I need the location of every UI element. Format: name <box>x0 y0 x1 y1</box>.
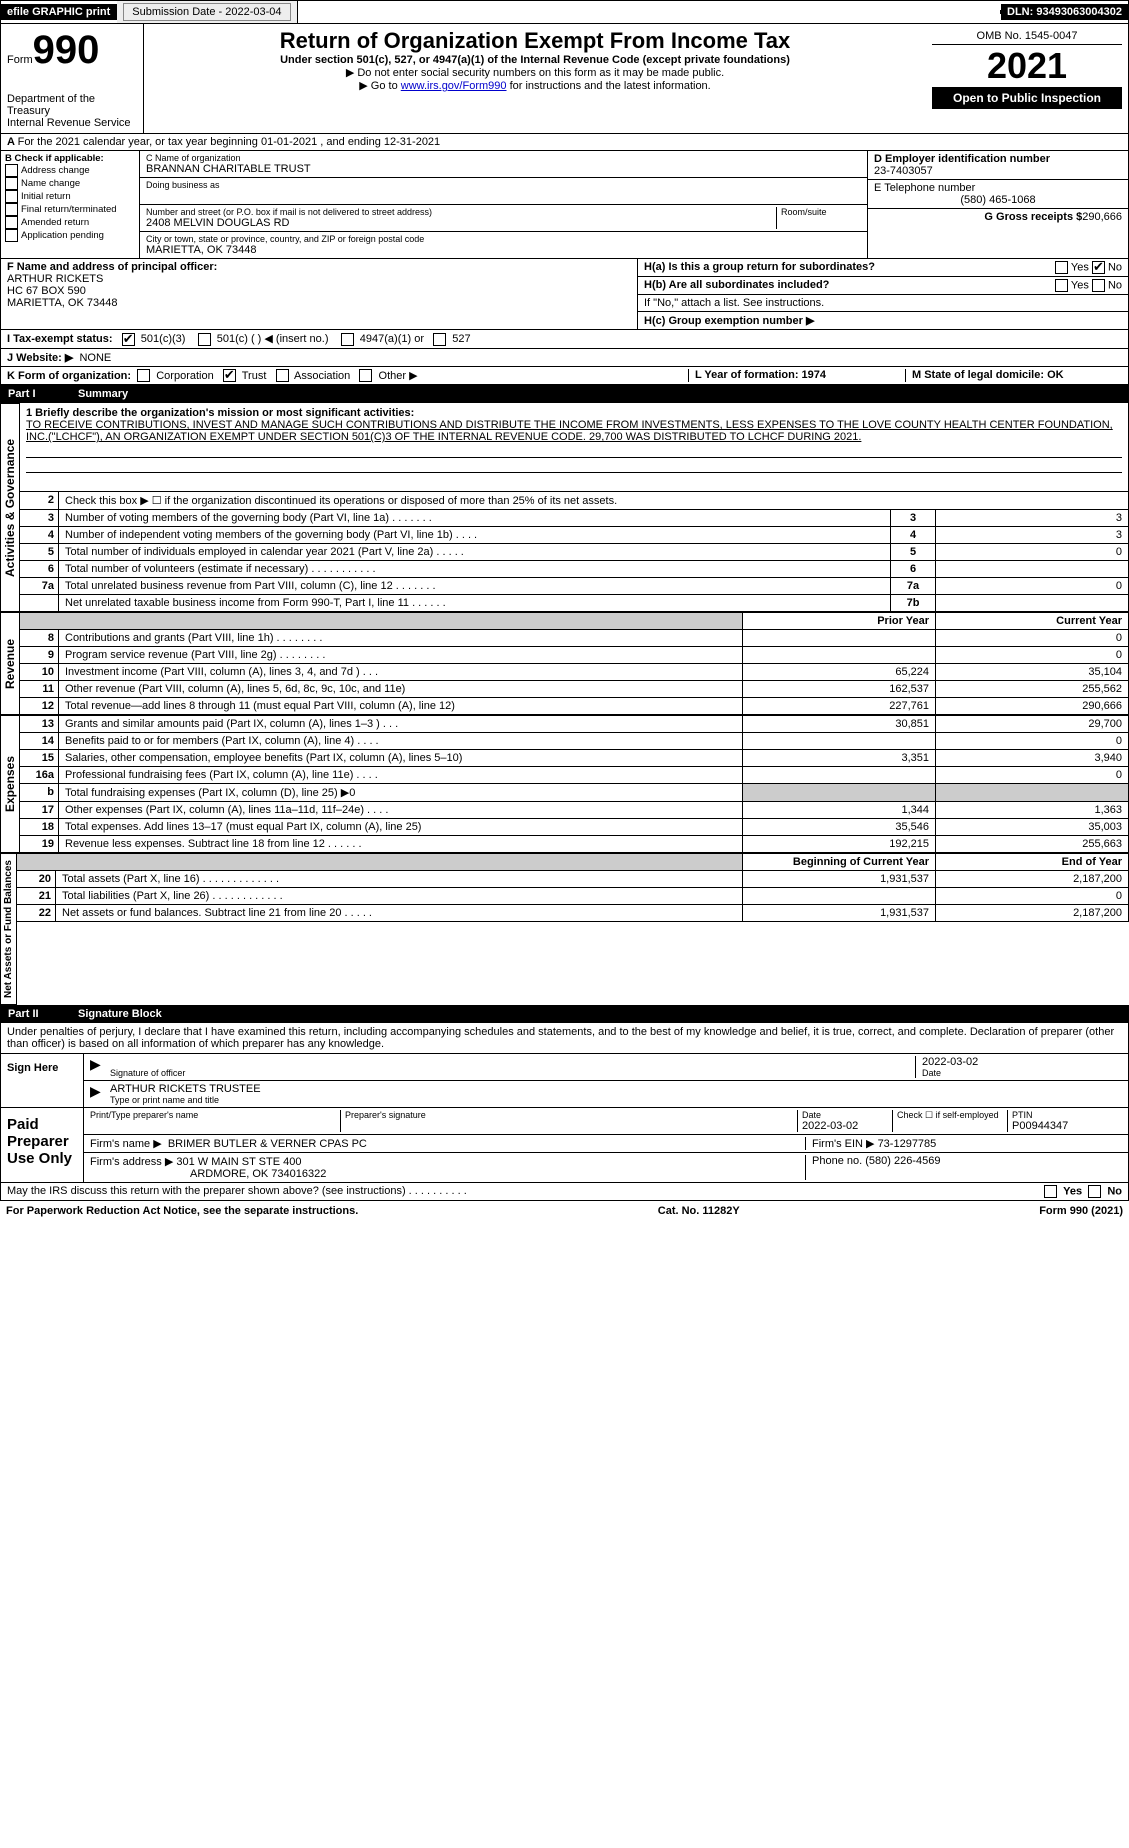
section-f-h: F Name and address of principal officer:… <box>0 259 1129 330</box>
ha-label: H(a) Is this a group return for subordin… <box>644 261 1055 274</box>
section-bcdeg: B Check if applicable: Address change Na… <box>0 151 1129 259</box>
submission-date: Submission Date - 2022-03-04 <box>117 1 297 23</box>
c-label: C Name of organization <box>146 153 861 163</box>
hc-label: H(c) Group exemption number ▶ <box>638 312 1128 329</box>
klm-row: K Form of organization: Corporation Trus… <box>0 367 1129 386</box>
sign-here-label: Sign Here <box>1 1054 84 1107</box>
paid-preparer-section: Paid Preparer Use Only Print/Type prepar… <box>0 1108 1129 1183</box>
website-value: NONE <box>79 352 111 364</box>
gross-receipts: 290,666 <box>1082 211 1122 223</box>
may-irs-row: May the IRS discuss this return with the… <box>0 1183 1129 1201</box>
tax-year: 2021 <box>932 45 1122 87</box>
expenses-section: Expenses 13Grants and similar amounts pa… <box>0 715 1129 853</box>
current-year-hdr: Current Year <box>935 613 1128 629</box>
hb-note: If "No," attach a list. See instructions… <box>638 295 1128 312</box>
firm-addr1: 301 W MAIN ST STE 400 <box>176 1156 301 1168</box>
ptin-value: P00944347 <box>1012 1120 1122 1132</box>
type-name-label: Type or print name and title <box>110 1095 1122 1105</box>
irs-label: Internal Revenue Service <box>7 117 137 129</box>
b-check-applicable: B Check if applicable: Address change Na… <box>1 151 140 258</box>
activities-governance: Activities & Governance 1 Briefly descri… <box>0 403 1129 612</box>
firm-name: BRIMER BUTLER & VERNER CPAS PC <box>168 1138 367 1150</box>
e-label: E Telephone number <box>874 182 1122 194</box>
subtitle-1: Under section 501(c), 527, or 4947(a)(1)… <box>150 54 920 66</box>
irs-link[interactable]: www.irs.gov/Form990 <box>401 80 507 92</box>
street-value: 2408 MELVIN DOUGLAS RD <box>146 217 776 229</box>
org-name: BRANNAN CHARITABLE TRUST <box>146 163 861 175</box>
officer-addr1: HC 67 BOX 590 <box>7 285 631 297</box>
line2-text: Check this box ▶ ☐ if the organization d… <box>59 492 1128 509</box>
phone-value: (580) 465-1068 <box>874 194 1122 206</box>
paid-preparer-label: Paid Preparer Use Only <box>1 1108 84 1182</box>
firm-addr2: ARDMORE, OK 734016322 <box>90 1168 805 1180</box>
form-word: Form <box>7 54 33 66</box>
subtitle-3: ▶ Go to www.irs.gov/Form990 for instruct… <box>150 79 920 92</box>
part2-header: Part II Signature Block <box>0 1005 1129 1023</box>
subtitle-2: ▶ Do not enter social security numbers o… <box>150 66 920 79</box>
line1-label: 1 Briefly describe the organization's mi… <box>26 407 1122 419</box>
f-label: F Name and address of principal officer: <box>7 261 631 273</box>
side-expenses: Expenses <box>1 715 20 853</box>
side-activities: Activities & Governance <box>1 403 20 612</box>
prior-year-hdr: Prior Year <box>742 613 935 629</box>
top-bar: efile GRAPHIC print Submission Date - 20… <box>0 0 1129 24</box>
date-label: Date <box>922 1068 1122 1078</box>
dept-treasury: Department of the Treasury <box>7 93 137 117</box>
sign-here-section: Sign Here ▶ Signature of officer 2022-03… <box>0 1054 1129 1108</box>
dln: DLN: 93493063004302 <box>1001 4 1128 20</box>
sig-date-value: 2022-03-02 <box>922 1056 1122 1068</box>
mission-text: TO RECEIVE CONTRIBUTIONS, INVEST AND MAN… <box>26 419 1122 443</box>
dba-label: Doing business as <box>146 180 861 190</box>
firm-ein: 73-1297785 <box>878 1138 937 1150</box>
street-label: Number and street (or P.O. box if mail i… <box>146 207 776 217</box>
beg-year-hdr: Beginning of Current Year <box>742 854 935 870</box>
state-domicile: M State of legal domicile: OK <box>905 369 1122 383</box>
efile-label: efile GRAPHIC print <box>1 4 117 20</box>
page-footer: For Paperwork Reduction Act Notice, see … <box>0 1201 1129 1221</box>
officer-addr2: MARIETTA, OK 73448 <box>7 297 631 309</box>
side-revenue: Revenue <box>1 612 20 715</box>
officer-name: ARTHUR RICKETS <box>7 273 631 285</box>
city-value: MARIETTA, OK 73448 <box>146 244 861 256</box>
city-label: City or town, state or province, country… <box>146 234 861 244</box>
form-number: 990 <box>33 28 100 72</box>
side-net: Net Assets or Fund Balances <box>1 853 17 1005</box>
end-year-hdr: End of Year <box>935 854 1128 870</box>
hb-label: H(b) Are all subordinates included? <box>644 279 1055 292</box>
omb-number: OMB No. 1545-0047 <box>932 28 1122 45</box>
room-label: Room/suite <box>776 207 861 229</box>
tax-exempt-row: I Tax-exempt status: 501(c)(3) 501(c) ( … <box>0 330 1129 349</box>
g-label: G Gross receipts $ <box>984 211 1082 223</box>
form-title: Return of Organization Exempt From Incom… <box>150 28 920 54</box>
open-public: Open to Public Inspection <box>932 87 1122 109</box>
part1-header: Part I Summary <box>0 385 1129 403</box>
revenue-section: Revenue Prior Year Current Year 8Contrib… <box>0 612 1129 715</box>
officer-name-title: ARTHUR RICKETS TRUSTEE <box>110 1083 1122 1095</box>
sig-officer-label: Signature of officer <box>110 1068 915 1078</box>
year-formation: L Year of formation: 1974 <box>688 369 905 383</box>
firm-phone: (580) 226-4569 <box>865 1155 940 1167</box>
pra-notice: For Paperwork Reduction Act Notice, see … <box>6 1205 358 1217</box>
cat-number: Cat. No. 11282Y <box>658 1205 740 1217</box>
ein-value: 23-7403057 <box>874 165 1122 177</box>
net-assets-section: Net Assets or Fund Balances Beginning of… <box>0 853 1129 1005</box>
declaration-text: Under penalties of perjury, I declare th… <box>0 1023 1129 1054</box>
form-header: Form990 Department of the Treasury Inter… <box>0 24 1129 134</box>
d-label: D Employer identification number <box>874 153 1122 165</box>
form-footer: Form 990 (2021) <box>1039 1205 1123 1217</box>
website-row: J Website: ▶ NONE <box>0 349 1129 367</box>
line-a: A For the 2021 calendar year, or tax yea… <box>0 134 1129 151</box>
